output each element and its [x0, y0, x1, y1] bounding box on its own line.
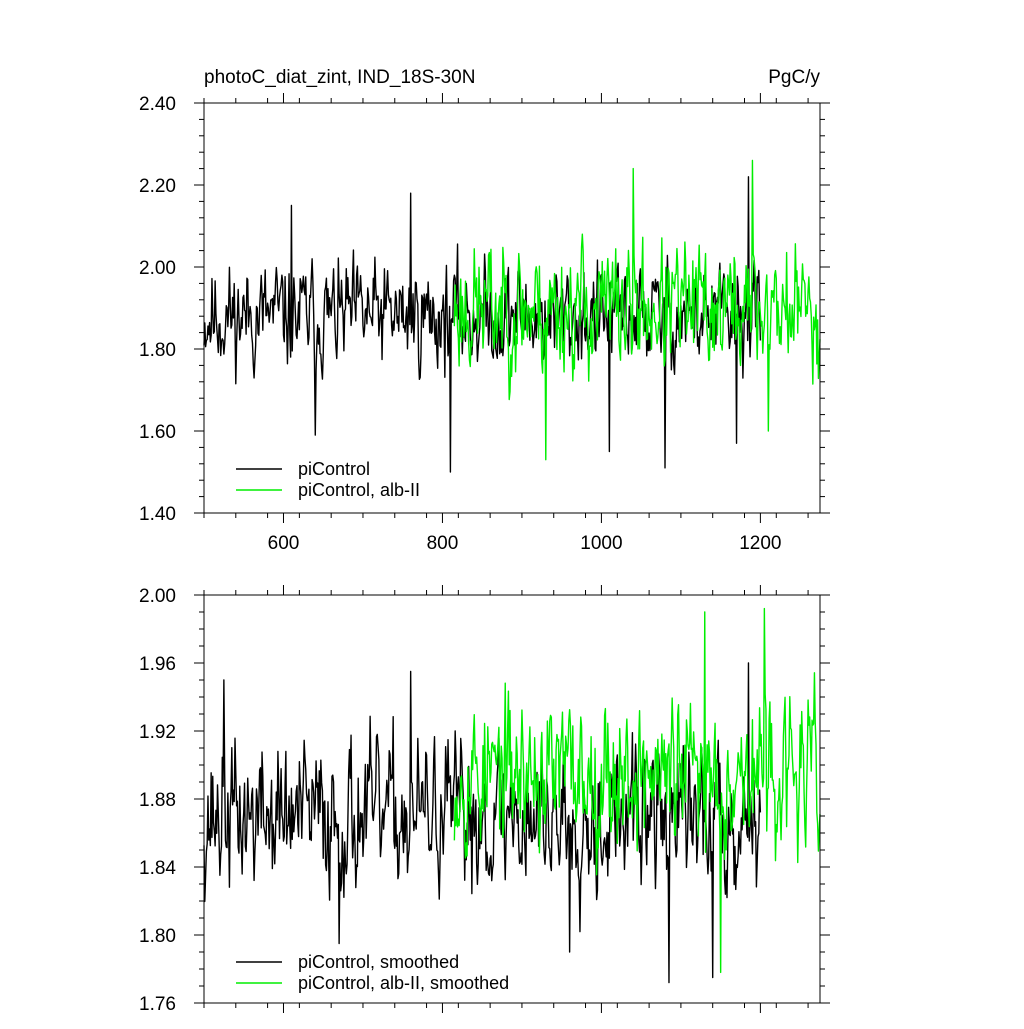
series-line-picontrol-alb-ii — [453, 159, 821, 461]
y-tick-label: 2.40 — [139, 94, 176, 115]
y-tick-label: 1.80 — [139, 926, 176, 947]
bottom-legend: piControl, smoothed piControl, alb-II, s… — [236, 952, 509, 993]
y-tick-label: 1.88 — [139, 790, 176, 811]
x-tick-label: 600 — [268, 533, 300, 554]
bottom-legend-label-picontrol-smoothed: piControl, smoothed — [298, 952, 459, 972]
y-tick-label: 1.40 — [139, 504, 176, 525]
y-tick-label: 1.96 — [139, 654, 176, 675]
y-tick-label: 2.00 — [139, 258, 176, 279]
y-tick-label: 1.76 — [139, 994, 176, 1015]
y-tick-label: 2.00 — [139, 586, 176, 607]
bottom-axes-layer: 1.76 1.80 1.84 1.88 1.92 1.96 2.00 — [139, 585, 830, 1015]
top-legend-label-picontrol: piControl — [298, 459, 370, 479]
y-tick-label: 1.92 — [139, 722, 176, 743]
top-panel-title: photoC_diat_zint, IND_18S-30N — [204, 67, 475, 88]
top-axes-layer: 600 800 1000 1200 1.40 1.60 1.80 2.00 2.20 2.40 — [139, 93, 830, 554]
y-tick-label: 1.80 — [139, 340, 176, 361]
y-tick-label: 1.84 — [139, 858, 176, 879]
x-tick-label: 1000 — [580, 533, 622, 554]
top-series-layer — [203, 159, 821, 473]
top-legend-label-alb-ii: piControl, alb-II — [298, 480, 420, 500]
top-legend: piControl piControl, alb-II — [236, 459, 420, 500]
x-tick-label: 1200 — [739, 533, 781, 554]
top-plot-frame — [203, 102, 821, 514]
bottom-panel: 1.76 1.80 1.84 1.88 1.92 1.96 2.00 piControl, … — [139, 585, 830, 1015]
series-line-picontrol-alb-ii-smoothed — [453, 607, 821, 974]
bottom-legend-label-alb-ii-smoothed: piControl, alb-II, smoothed — [298, 973, 509, 993]
y-tick-label: 1.60 — [139, 422, 176, 443]
x-tick-label: 800 — [427, 533, 459, 554]
y-tick-label: 2.20 — [139, 176, 176, 197]
series-line-picontrol-smoothed — [203, 662, 762, 984]
top-panel: photoC_diat_zint, IND_18S-30N PgC/y 600 8… — [139, 67, 830, 554]
top-panel-units: PgC/y — [768, 67, 820, 88]
bottom-series-layer — [203, 607, 821, 984]
